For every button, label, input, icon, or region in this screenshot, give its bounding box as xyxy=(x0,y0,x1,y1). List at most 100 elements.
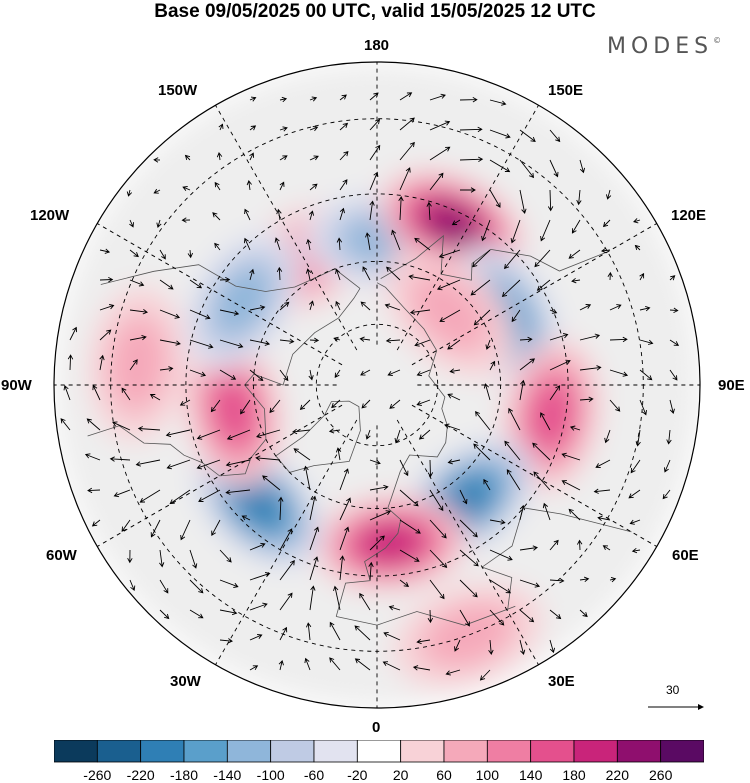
wind-vector xyxy=(92,384,101,401)
wind-vector xyxy=(331,399,341,409)
wind-vector xyxy=(87,487,101,494)
colorbar-cell xyxy=(530,740,575,763)
wind-vector xyxy=(339,150,349,161)
wind-vector xyxy=(279,592,293,611)
lon-label-60w: 60W xyxy=(46,547,77,564)
wind-vector xyxy=(605,189,612,200)
wind-vector xyxy=(382,661,401,671)
wind-vector xyxy=(669,307,679,314)
wind-vector xyxy=(473,443,491,461)
wind-vector xyxy=(532,442,551,461)
wind-vector xyxy=(196,429,221,440)
wind-vector xyxy=(182,186,191,191)
wind-vector xyxy=(504,440,521,461)
wind-vector xyxy=(99,354,105,371)
colorbar-tick-label: 20 xyxy=(392,767,409,783)
wind-vector xyxy=(305,268,312,281)
coastline-segment xyxy=(100,264,361,292)
wind-vector xyxy=(179,399,191,406)
wind-vector xyxy=(669,399,675,414)
colorbar-cell xyxy=(226,740,272,763)
wind-vector xyxy=(334,369,341,379)
wind-vector xyxy=(459,97,478,103)
wind-vector xyxy=(429,579,445,600)
meridian xyxy=(396,105,539,351)
wind-vector xyxy=(339,555,345,581)
map-title: Base 09/05/2025 00 UTC, valid 15/05/2025… xyxy=(154,1,596,22)
wind-vector xyxy=(416,638,431,645)
wind-vector xyxy=(333,585,341,611)
wind-vector xyxy=(609,576,617,583)
wind-vector xyxy=(519,545,538,551)
anomaly-contour xyxy=(213,266,271,336)
wind-vector xyxy=(519,639,526,655)
wind-vector xyxy=(129,219,134,228)
wind-vector xyxy=(593,488,611,494)
wind-vector xyxy=(508,407,521,431)
wind-vector xyxy=(60,418,71,431)
wind-vector xyxy=(246,180,252,191)
wind-vector xyxy=(129,579,136,592)
wind-vector xyxy=(278,496,284,521)
wind-vector xyxy=(225,459,251,467)
wind-vectors xyxy=(60,92,680,681)
wind-vector xyxy=(629,519,641,525)
wind-vector xyxy=(129,309,148,315)
meridian xyxy=(215,419,358,665)
wind-vector xyxy=(159,609,170,620)
wind-vector xyxy=(249,152,255,161)
wind-vector xyxy=(249,542,266,551)
anomaly-contour xyxy=(529,383,573,449)
lon-label-150e: 150E xyxy=(548,82,584,99)
wind-vector xyxy=(305,622,312,641)
wind-vector xyxy=(445,669,461,676)
wind-vector xyxy=(669,275,676,281)
wind-vector xyxy=(519,159,535,179)
wind-vector xyxy=(386,266,401,281)
lon-label-30w: 30W xyxy=(170,673,201,690)
colorbar-tick-label: 220 xyxy=(605,767,629,783)
map-boundary xyxy=(53,61,701,709)
wind-vector xyxy=(510,219,521,244)
wind-vector xyxy=(604,429,611,444)
wind-vector xyxy=(633,218,641,224)
wind-vector xyxy=(416,399,431,406)
wind-vector xyxy=(249,96,257,102)
wind-vector xyxy=(335,268,341,281)
wind-vector xyxy=(189,549,198,569)
coastline-segment xyxy=(380,234,608,281)
lon-label-60e: 60E xyxy=(672,547,699,564)
wind-vector xyxy=(69,326,78,341)
reference-vector-label: 30 xyxy=(666,683,680,697)
wind-vector xyxy=(489,549,513,561)
wind-vector xyxy=(308,369,314,381)
wind-vector xyxy=(409,309,431,315)
wind-vector xyxy=(303,465,311,491)
lon-label-90e: 90E xyxy=(718,377,745,394)
wind-vector xyxy=(609,336,628,343)
wind-vector xyxy=(519,379,526,401)
anomaly-contour xyxy=(360,523,421,563)
wind-vector xyxy=(639,399,647,416)
lat-lon-grid xyxy=(54,62,700,708)
wind-vector xyxy=(639,305,651,312)
wind-vector xyxy=(339,122,349,131)
wind-vector xyxy=(219,339,244,349)
wind-vector xyxy=(568,249,581,259)
wind-vector xyxy=(609,369,629,377)
wind-vector xyxy=(308,300,315,311)
wind-vector xyxy=(196,459,221,470)
colorbar xyxy=(54,740,704,763)
wind-vector xyxy=(549,359,571,371)
wind-vector xyxy=(489,189,501,208)
wind-vector xyxy=(601,247,611,254)
wind-vector xyxy=(339,497,351,521)
wind-vector xyxy=(483,478,491,491)
wind-vector xyxy=(153,157,161,163)
wind-vector xyxy=(335,447,342,461)
colorbar-tick-label: -100 xyxy=(256,767,285,783)
colorbar-tick-label: -20 xyxy=(347,767,368,783)
wind-vector xyxy=(416,369,431,377)
wind-vector xyxy=(519,579,541,588)
wind-vector xyxy=(139,489,161,503)
